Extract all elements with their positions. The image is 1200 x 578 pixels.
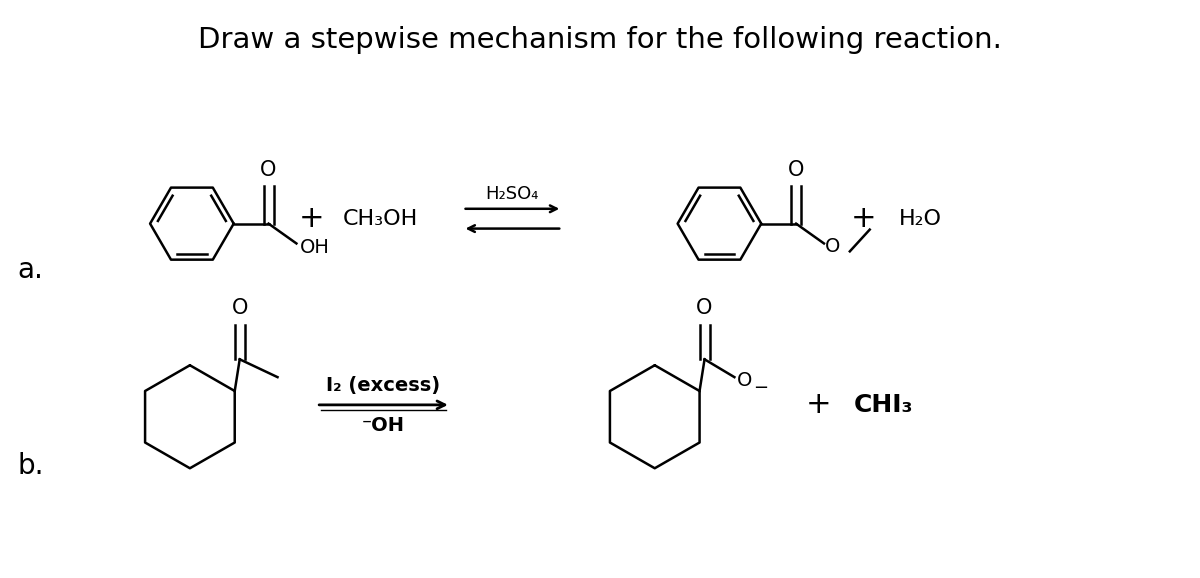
Text: H₂SO₄: H₂SO₄ <box>486 185 539 203</box>
Text: +: + <box>806 390 832 420</box>
Text: CHI₃: CHI₃ <box>854 393 913 417</box>
Text: a.: a. <box>18 256 43 284</box>
Text: I₂ (excess): I₂ (excess) <box>326 376 440 395</box>
Text: b.: b. <box>18 452 44 480</box>
Text: O: O <box>696 298 713 318</box>
Text: OH: OH <box>299 238 329 257</box>
Text: CH₃OH: CH₃OH <box>343 209 419 229</box>
Text: −: − <box>754 379 768 397</box>
Text: O: O <box>260 160 277 180</box>
Text: O: O <box>824 237 840 256</box>
Text: O: O <box>737 370 751 390</box>
Text: Draw a stepwise mechanism for the following reaction.: Draw a stepwise mechanism for the follow… <box>198 25 1002 54</box>
Text: +: + <box>299 204 324 233</box>
Text: ⁻OH: ⁻OH <box>362 416 406 435</box>
Text: O: O <box>788 160 804 180</box>
Text: H₂O: H₂O <box>899 209 942 229</box>
Text: O: O <box>232 298 248 318</box>
Text: +: + <box>851 204 876 233</box>
